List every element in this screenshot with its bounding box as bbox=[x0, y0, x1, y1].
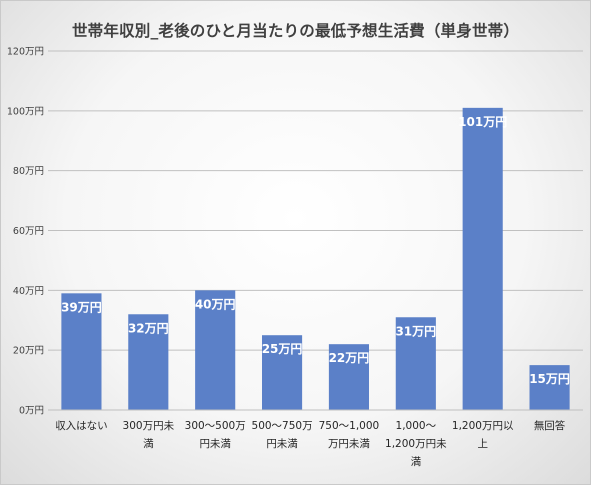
x-category-label-line: 満 bbox=[411, 456, 422, 468]
x-category-label: 1,200万円以上 bbox=[452, 420, 514, 450]
x-category-label-line: 1,200万円未 bbox=[385, 438, 447, 450]
x-category-label: 500～750万円未満 bbox=[252, 420, 313, 450]
x-category-label-line: 無回答 bbox=[534, 419, 566, 432]
data-label: 101万円 bbox=[458, 115, 507, 129]
y-tick-label: 60万円 bbox=[13, 226, 44, 237]
x-category-label-line: 300～500万 bbox=[185, 420, 246, 432]
data-label: 31万円 bbox=[395, 324, 436, 338]
x-category-label-line: 1,000～ bbox=[396, 420, 437, 432]
x-category-label-line: 万円未満 bbox=[328, 438, 370, 450]
x-category-label-line: 750～1,000 bbox=[319, 420, 380, 432]
x-category-label: 300万円未満 bbox=[123, 420, 175, 450]
data-label: 32万円 bbox=[128, 321, 169, 335]
y-tick-label: 20万円 bbox=[13, 346, 44, 357]
data-label: 15万円 bbox=[529, 372, 570, 386]
x-category-label-line: 300万円未 bbox=[123, 420, 175, 432]
x-category-label-line: 上 bbox=[477, 438, 488, 450]
x-category-label-line: 円未満 bbox=[199, 438, 231, 450]
x-category-label-line: 満 bbox=[143, 438, 154, 450]
x-category-label-line: 1,200万円以 bbox=[452, 420, 514, 432]
bar-0 bbox=[61, 293, 102, 410]
bar-1 bbox=[128, 314, 169, 410]
y-tick-label: 120万円 bbox=[7, 47, 44, 58]
x-category-label-line: 円未満 bbox=[266, 438, 298, 450]
bar-3 bbox=[262, 335, 303, 410]
data-label: 39万円 bbox=[61, 300, 102, 314]
chart-title: 世帯年収別_老後のひと月当たりの最低予想生活費（単身世帯） bbox=[71, 22, 520, 40]
x-category-label-line: 収入はない bbox=[55, 420, 108, 432]
y-tick-label: 40万円 bbox=[13, 286, 44, 297]
data-label: 22万円 bbox=[329, 351, 370, 365]
bar-5 bbox=[395, 317, 436, 410]
y-tick-label: 0万円 bbox=[19, 406, 44, 417]
y-tick-label: 100万円 bbox=[7, 106, 44, 117]
x-category-label: 収入はない bbox=[55, 420, 108, 432]
bar-2 bbox=[195, 290, 236, 410]
x-category-label: 300～500万円未満 bbox=[185, 420, 246, 450]
bar-6 bbox=[462, 107, 503, 410]
x-category-label: 1,000～ 1,200万円未満 bbox=[385, 420, 447, 468]
data-label: 40万円 bbox=[195, 297, 236, 311]
bar-4 bbox=[328, 344, 369, 410]
x-category-label-line: 500～750万 bbox=[252, 420, 313, 432]
data-label: 25万円 bbox=[262, 342, 303, 356]
bar-7 bbox=[529, 365, 570, 410]
y-tick-label: 80万円 bbox=[13, 166, 44, 177]
x-category-label: 無回答 bbox=[534, 419, 566, 432]
x-category-label: 750～1,000 万円未満 bbox=[319, 420, 380, 450]
